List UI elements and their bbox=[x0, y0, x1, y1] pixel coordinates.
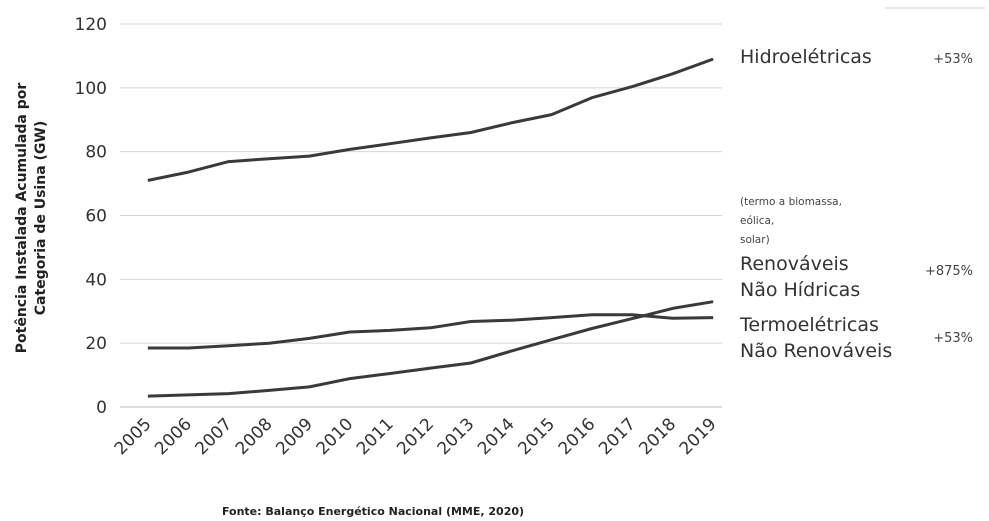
source-note: Fonte: Balanço Energético Nacional (MME,… bbox=[222, 505, 524, 518]
x-axis-ticks: 2005200620072008200920102011201220132014… bbox=[111, 414, 721, 459]
data-point bbox=[268, 158, 270, 160]
data-point bbox=[147, 395, 149, 397]
data-point bbox=[268, 389, 270, 391]
series-name: Renováveis bbox=[740, 253, 849, 275]
series-change: +53% bbox=[933, 52, 973, 67]
data-point bbox=[591, 327, 593, 329]
data-point bbox=[631, 314, 633, 316]
data-point bbox=[389, 372, 391, 374]
x-tick-label: 2011 bbox=[353, 414, 398, 459]
data-point bbox=[470, 132, 472, 134]
data-point bbox=[147, 347, 149, 349]
data-point bbox=[187, 394, 189, 396]
data-point bbox=[672, 317, 674, 319]
data-point bbox=[389, 329, 391, 331]
series-change: +875% bbox=[925, 264, 973, 279]
x-tick-label: 2016 bbox=[555, 414, 600, 459]
series-note: (termo a biomassa, bbox=[740, 196, 842, 208]
series-labels: Hidroelétricas +53% Renováveis Não Hídricas… bbox=[739, 46, 973, 362]
series-note: eólica, bbox=[740, 215, 774, 227]
data-point bbox=[510, 350, 512, 352]
x-tick-label: 2010 bbox=[313, 414, 358, 459]
data-point bbox=[268, 342, 270, 344]
y-tick-label: 120 bbox=[75, 15, 107, 35]
data-point bbox=[712, 58, 714, 60]
series-name: Não Renováveis bbox=[740, 340, 892, 362]
x-tick-label: 2005 bbox=[111, 414, 156, 459]
data-point bbox=[430, 137, 431, 139]
x-tick-label: 2018 bbox=[635, 414, 680, 459]
y-axis-label: Potência Instalada Acumulada por Categori… bbox=[14, 83, 49, 354]
x-tick-label: 2015 bbox=[514, 414, 559, 459]
data-point bbox=[147, 179, 149, 181]
series-change: +53% bbox=[933, 331, 973, 346]
data-point bbox=[672, 73, 674, 75]
data-point bbox=[228, 161, 230, 163]
data-point bbox=[591, 314, 593, 316]
data-point bbox=[551, 317, 553, 319]
series-name: Não Hídricas bbox=[740, 279, 860, 301]
data-point bbox=[228, 345, 230, 347]
data-point bbox=[631, 86, 633, 88]
x-tick-label: 2014 bbox=[474, 414, 519, 459]
data-point bbox=[308, 386, 310, 388]
data-point bbox=[591, 97, 593, 99]
data-point bbox=[389, 143, 391, 145]
data-point bbox=[187, 347, 189, 349]
data-point bbox=[510, 319, 512, 321]
series-name: Termoelétricas bbox=[739, 314, 879, 336]
data-point bbox=[349, 148, 351, 150]
x-tick-label: 2009 bbox=[272, 414, 317, 459]
x-tick-label: 2017 bbox=[595, 414, 640, 459]
gridlines bbox=[120, 23, 722, 408]
data-point bbox=[672, 307, 674, 309]
data-point bbox=[228, 393, 230, 395]
y-tick-label: 100 bbox=[75, 79, 107, 99]
x-tick-label: 2019 bbox=[676, 414, 721, 459]
data-point bbox=[430, 367, 431, 369]
series-lines bbox=[147, 57, 714, 398]
y-tick-label: 0 bbox=[96, 398, 107, 418]
data-point bbox=[349, 331, 351, 333]
data-point bbox=[712, 317, 714, 319]
x-tick-label: 2013 bbox=[434, 414, 479, 459]
y-tick-label: 20 bbox=[85, 334, 107, 354]
data-point bbox=[470, 320, 472, 322]
data-point bbox=[510, 122, 512, 124]
data-point bbox=[187, 171, 189, 173]
data-point bbox=[470, 362, 472, 364]
series-line bbox=[147, 57, 714, 182]
y-tick-label: 60 bbox=[85, 207, 107, 227]
x-tick-label: 2008 bbox=[232, 414, 277, 459]
y-tick-label: 40 bbox=[85, 270, 107, 290]
data-point bbox=[308, 155, 310, 157]
series-note: solar) bbox=[740, 234, 770, 246]
y-axis-title: Potência Instalada Acumulada por Categori… bbox=[14, 83, 49, 354]
data-point bbox=[308, 337, 310, 339]
series-name: Hidroelétricas bbox=[740, 46, 872, 68]
x-tick-label: 2007 bbox=[192, 414, 237, 459]
y-tick-label: 80 bbox=[85, 143, 107, 163]
data-point bbox=[430, 327, 431, 329]
data-point bbox=[349, 378, 351, 380]
y-axis-ticks: 0 20 40 60 80 100 120 bbox=[75, 15, 107, 418]
data-point bbox=[551, 339, 553, 341]
x-tick-label: 2012 bbox=[393, 414, 438, 459]
data-point bbox=[712, 301, 714, 303]
x-tick-label: 2006 bbox=[151, 414, 196, 459]
data-point bbox=[631, 318, 633, 320]
data-point bbox=[551, 114, 553, 116]
